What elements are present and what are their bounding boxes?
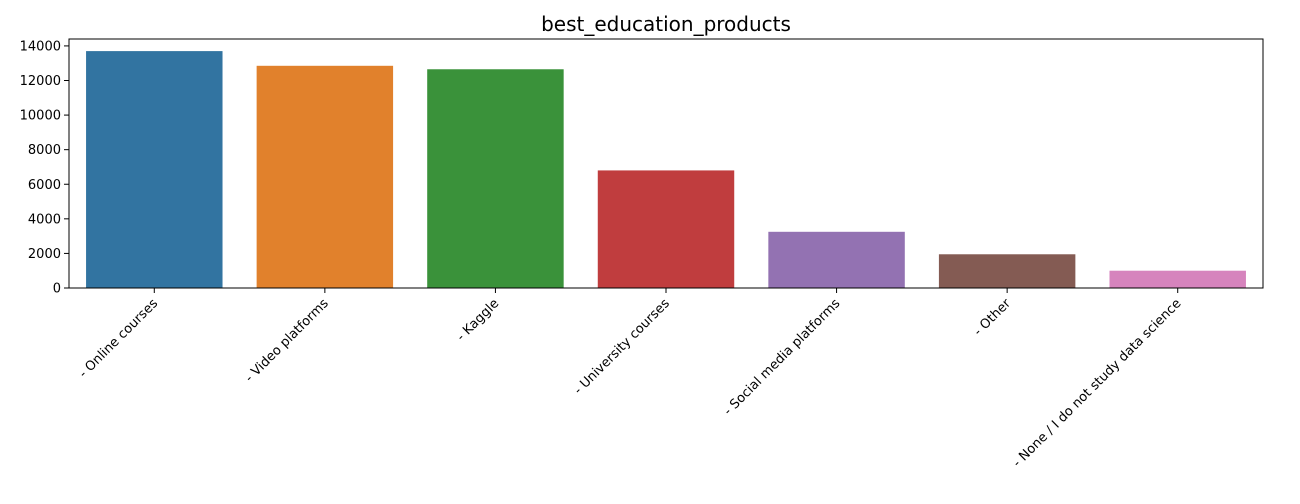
x-axis: - Online courses - Video platforms - Kaggl… [76,288,1185,471]
x-tick-label: - Online courses [76,296,161,381]
y-tick-label: 6000 [28,178,61,193]
bar-online-courses [86,51,223,288]
x-tick-label: - None / I do not study data science [1010,296,1184,470]
y-tick-label: 0 [53,282,61,297]
y-tick-label: 12000 [20,74,61,89]
plot-frame [68,38,1264,289]
bar-other [938,254,1076,288]
bar-kaggle [427,69,564,288]
y-tick-label: 4000 [28,212,61,227]
bar-university-courses [597,170,735,288]
y-tick-label: 10000 [20,109,61,124]
y-tick-label: 14000 [20,39,61,54]
x-tick-label: - Social media platforms [721,296,844,419]
y-axis: 0 2000 4000 6000 8000 10000 12000 14000 [20,39,69,297]
bar-none-i-do-not-study-data-science [1109,270,1246,288]
x-tick-label: - Kaggle [454,296,502,344]
x-tick-label: - Video platforms [242,296,332,386]
x-tick-label: - Other [971,296,1014,339]
x-tick-label: - University courses [571,296,673,398]
bar-social-media-platforms [768,231,905,288]
chart-title: best_education_products [541,12,791,36]
y-tick-label: 8000 [28,143,61,158]
bars-group [86,51,1246,288]
y-tick-label: 2000 [28,247,61,262]
bar-video-platforms [256,65,394,288]
